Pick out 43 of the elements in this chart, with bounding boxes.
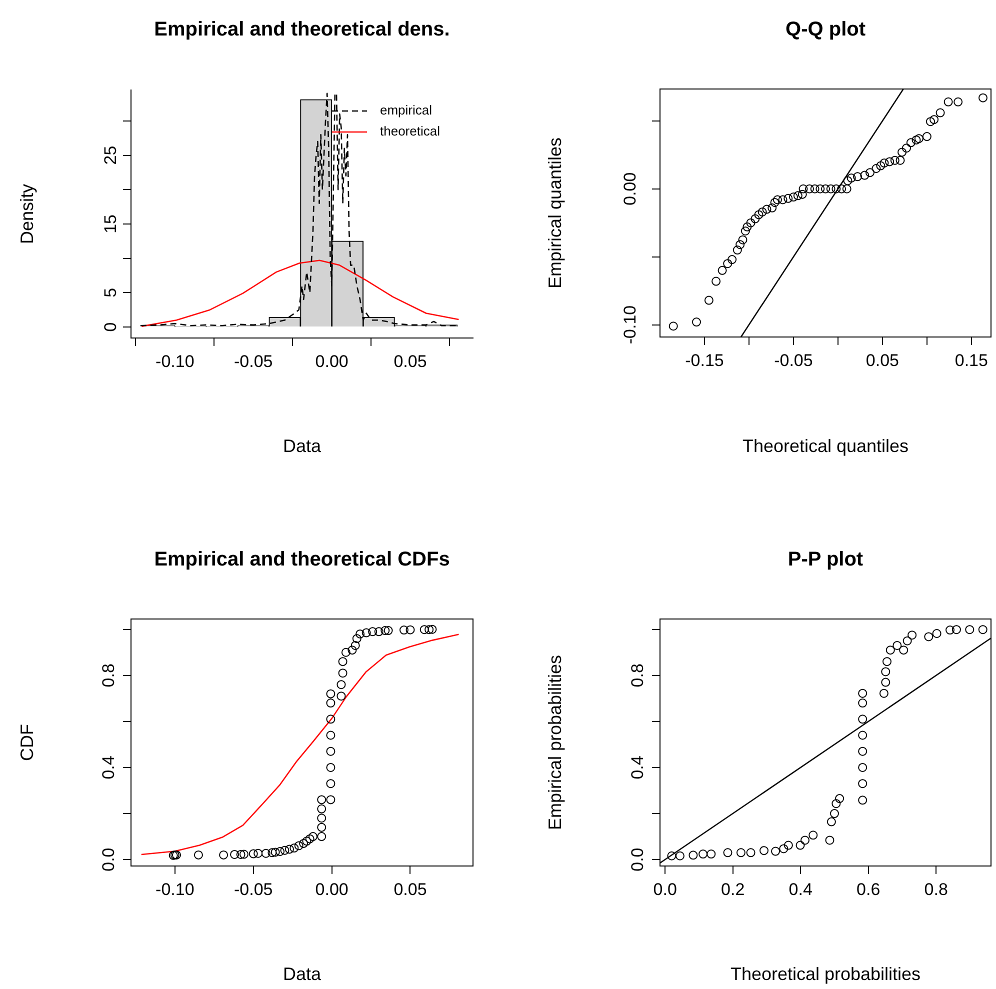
y-tick-label: 0.0: [628, 848, 647, 872]
y-tick-label: -0.10: [620, 305, 640, 344]
legend-label: empirical: [380, 102, 432, 118]
y-tick-label: 0.8: [98, 664, 118, 688]
y-axis-title: Density: [16, 184, 37, 244]
x-tick-label: -0.05: [234, 880, 273, 899]
x-tick-label: 0.6: [856, 880, 880, 899]
y-tick-label: 0.4: [628, 756, 647, 780]
x-tick-label: -0.05: [774, 350, 813, 370]
x-tick-label: 0.05: [394, 880, 427, 899]
x-tick-label: 0.00: [315, 880, 348, 899]
chart-title: P-P plot: [788, 548, 864, 571]
x-tick-label: 0.2: [721, 880, 745, 899]
y-tick-label: 0.4: [98, 756, 118, 780]
chart-title: Empirical and theoretical dens.: [154, 18, 450, 41]
y-tick-label: 25: [101, 146, 120, 165]
y-axis-title: Empirical quantiles: [544, 137, 565, 289]
y-tick-label: 0: [101, 322, 120, 332]
y-tick-label: 0.0: [98, 848, 118, 872]
x-axis-title: Theoretical probabilities: [730, 964, 921, 984]
chart-title: Empirical and theoretical CDFs: [154, 548, 450, 571]
x-tick-label: -0.05: [234, 352, 273, 371]
chart-title: Q-Q plot: [786, 18, 866, 41]
y-tick-label: 0.8: [628, 664, 647, 688]
x-tick-label: 0.05: [866, 350, 899, 370]
y-axis-title: Empirical probabilities: [544, 654, 565, 830]
y-tick-label: 0.00: [620, 172, 640, 206]
x-axis-title: Data: [282, 436, 322, 456]
legend-label: theoretical: [380, 124, 440, 139]
x-tick-label: -0.15: [685, 350, 724, 370]
x-tick-label: -0.10: [156, 352, 194, 371]
y-tick-label: 5: [101, 288, 120, 298]
x-tick-label: 0.8: [924, 880, 948, 899]
x-axis-title: Data: [282, 964, 322, 984]
x-tick-label: 0.00: [315, 352, 348, 371]
x-axis-title: Theoretical quantiles: [742, 436, 909, 456]
x-tick-label: 0.0: [653, 880, 677, 899]
x-tick-label: 0.15: [954, 350, 988, 370]
x-tick-label: 0.4: [788, 880, 812, 899]
y-axis-title: CDF: [16, 724, 37, 761]
x-tick-label: 0.05: [394, 352, 427, 371]
y-tick-label: 15: [101, 214, 120, 234]
x-tick-label: -0.10: [156, 880, 194, 899]
